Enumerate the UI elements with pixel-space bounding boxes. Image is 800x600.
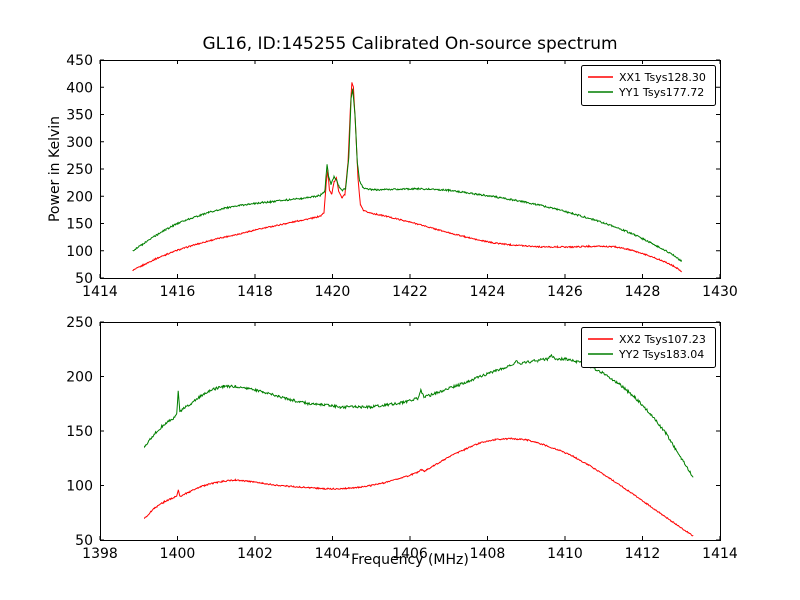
y-tick-label: 450 xyxy=(66,53,93,69)
legend-box xyxy=(581,65,716,106)
x-tick-label: 1418 xyxy=(237,284,273,300)
chart-title: GL16, ID:145255 Calibrated On-source spe… xyxy=(202,34,618,54)
series-line-YY1 xyxy=(132,88,682,262)
y-tick-label: 50 xyxy=(75,271,93,287)
y-tick-label: 150 xyxy=(66,217,93,233)
y-tick-label: 250 xyxy=(66,315,93,331)
y-tick-label: 300 xyxy=(66,135,93,151)
x-tick-label: 1410 xyxy=(547,546,583,562)
y-tick-label: 200 xyxy=(66,370,93,386)
x-tick-label: 1430 xyxy=(702,284,738,300)
y-axis-label: Power in Kelvin xyxy=(47,115,63,223)
legend-label: XX1 Tsys128.30 xyxy=(619,71,706,84)
y-tick-label: 200 xyxy=(66,189,93,205)
legend-label: YY1 Tsys177.72 xyxy=(618,86,704,99)
y-tick-label: 250 xyxy=(66,162,93,178)
series-line-XX2 xyxy=(144,437,694,537)
x-tick-label: 1404 xyxy=(315,546,351,562)
x-tick-label: 1422 xyxy=(392,284,428,300)
x-tick-label: 1424 xyxy=(470,284,506,300)
x-tick-label: 1408 xyxy=(470,546,506,562)
y-tick-label: 350 xyxy=(66,108,93,124)
x-tick-label: 1420 xyxy=(315,284,351,300)
series-line-YY2 xyxy=(144,353,694,478)
x-axis-label: Frequency (MHz) xyxy=(351,552,469,568)
x-tick-label: 1414 xyxy=(82,284,118,300)
x-tick-label: 1400 xyxy=(160,546,196,562)
x-tick-label: 1428 xyxy=(625,284,661,300)
legend-label: YY2 Tsys183.04 xyxy=(618,348,704,361)
x-tick-label: 1426 xyxy=(547,284,583,300)
x-tick-label: 1412 xyxy=(625,546,661,562)
y-tick-label: 100 xyxy=(66,479,93,495)
y-tick-label: 400 xyxy=(66,80,93,96)
y-tick-label: 50 xyxy=(75,533,93,549)
series-line-XX1 xyxy=(132,82,682,273)
y-tick-label: 100 xyxy=(66,244,93,260)
x-tick-label: 1398 xyxy=(82,546,118,562)
y-tick-label: 150 xyxy=(66,424,93,440)
legend-label: XX2 Tsys107.23 xyxy=(619,333,706,346)
x-tick-label: 1406 xyxy=(392,546,428,562)
x-tick-label: 1414 xyxy=(702,546,738,562)
legend-box xyxy=(581,327,716,368)
x-tick-label: 1416 xyxy=(160,284,196,300)
x-tick-label: 1402 xyxy=(237,546,273,562)
